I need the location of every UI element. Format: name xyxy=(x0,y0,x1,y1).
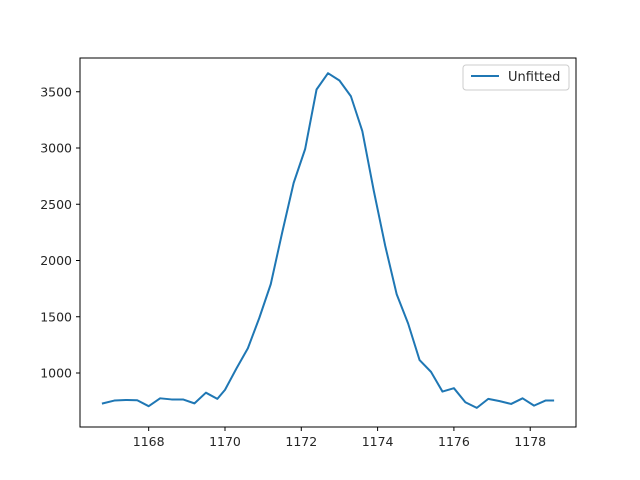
y-tick-label: 2000 xyxy=(40,253,72,268)
plot-area xyxy=(80,58,576,427)
series-layer xyxy=(101,72,555,409)
x-tick-label: 1176 xyxy=(438,434,470,449)
plot-frame xyxy=(79,57,577,428)
y-tick-label: 1500 xyxy=(40,309,72,324)
series-line-unfitted xyxy=(101,72,555,409)
legend-label: Unfitted xyxy=(508,70,560,85)
y-tick-label: 3500 xyxy=(40,84,72,99)
legend: Unfitted xyxy=(462,64,570,91)
x-tick-label: 1172 xyxy=(285,434,317,449)
y-tick-label: 3000 xyxy=(40,141,72,156)
x-tick-label: 1178 xyxy=(514,434,546,449)
axes-layer: 1168 1170 1172 1174 1176 1178 1000 1500 2000 2500… xyxy=(40,84,546,449)
x-tick-label: 1170 xyxy=(209,434,241,449)
x-tick-label: 1174 xyxy=(362,434,394,449)
x-tick-label: 1168 xyxy=(133,434,165,449)
legend-box xyxy=(462,64,570,91)
y-tick-label: 1000 xyxy=(40,366,72,381)
y-tick-label: 2500 xyxy=(40,197,72,212)
